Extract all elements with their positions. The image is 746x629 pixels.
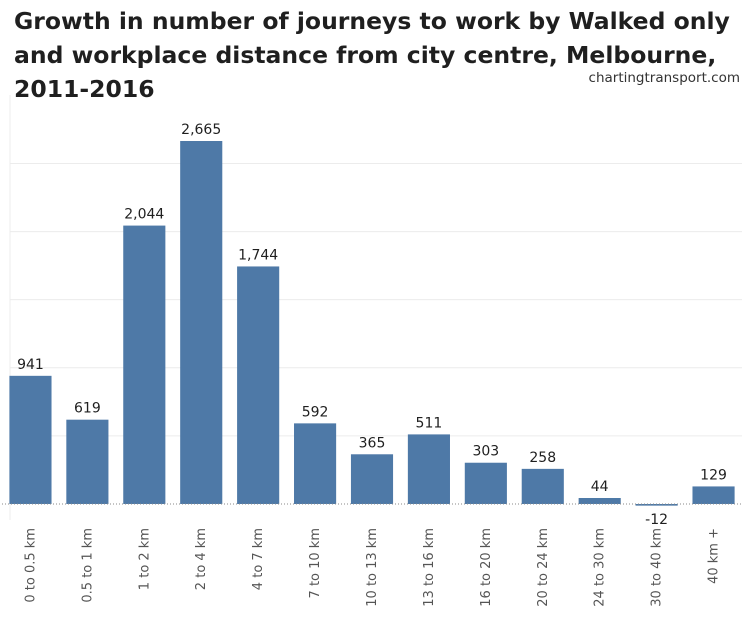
x-tick-label-2: 1 to 2 km bbox=[137, 528, 152, 590]
bar-2 bbox=[123, 225, 166, 504]
bar-12 bbox=[692, 486, 735, 504]
bar-4 bbox=[237, 266, 280, 504]
x-tick-label-6: 10 to 13 km bbox=[365, 528, 380, 607]
bar-11 bbox=[635, 504, 678, 506]
bar-6 bbox=[350, 454, 394, 504]
x-tick-label-9: 20 to 24 km bbox=[536, 528, 551, 607]
data-label-8: 303 bbox=[472, 444, 499, 460]
data-label-10: 44 bbox=[591, 479, 609, 495]
source-credit: chartingtransport.com bbox=[588, 70, 740, 86]
x-tick-label-1: 0.5 to 1 km bbox=[80, 528, 95, 603]
x-tick-label-10: 24 to 30 km bbox=[593, 528, 608, 607]
data-label-7: 511 bbox=[416, 415, 443, 431]
bar-10 bbox=[578, 498, 621, 504]
data-label-3: 2,665 bbox=[181, 122, 221, 138]
data-label-1: 619 bbox=[74, 401, 101, 417]
x-tick-label-11: 30 to 40 km bbox=[650, 528, 665, 607]
x-tick-label-4: 4 to 7 km bbox=[251, 528, 266, 590]
data-label-12: 129 bbox=[700, 467, 727, 483]
x-tick-label-0: 0 to 0.5 km bbox=[23, 528, 38, 603]
x-tick-label-7: 13 to 16 km bbox=[422, 528, 437, 607]
data-label-11: -12 bbox=[645, 512, 668, 528]
x-tick-label-5: 7 to 10 km bbox=[308, 528, 323, 598]
data-labels: 941 619 2,044 2,665 1,744 592 365 511 303 258 44 -1… bbox=[17, 122, 727, 528]
bar-8 bbox=[464, 462, 507, 504]
x-axis-tick-labels: 0 to 0.5 km 0.5 to 1 km 1 to 2 km 2 to 4 km… bbox=[23, 528, 721, 607]
bar-9 bbox=[521, 468, 564, 504]
data-label-2: 2,044 bbox=[124, 207, 164, 223]
bar-3 bbox=[180, 141, 223, 504]
data-label-6: 365 bbox=[359, 435, 386, 451]
x-tick-label-3: 2 to 4 km bbox=[194, 528, 209, 590]
data-label-5: 592 bbox=[302, 404, 329, 420]
data-label-0: 941 bbox=[17, 357, 44, 373]
bar-7 bbox=[407, 434, 450, 504]
bars bbox=[9, 141, 735, 506]
data-label-4: 1,744 bbox=[238, 247, 278, 263]
x-tick-label-8: 16 to 20 km bbox=[479, 528, 494, 607]
x-tick-label-12: 40 km + bbox=[707, 528, 722, 584]
data-label-9: 258 bbox=[529, 450, 556, 466]
bar-1 bbox=[66, 419, 109, 504]
bar-5 bbox=[294, 423, 337, 504]
chart-title: Growth in number of journeys to work by … bbox=[14, 7, 730, 103]
bar-0 bbox=[9, 375, 52, 504]
